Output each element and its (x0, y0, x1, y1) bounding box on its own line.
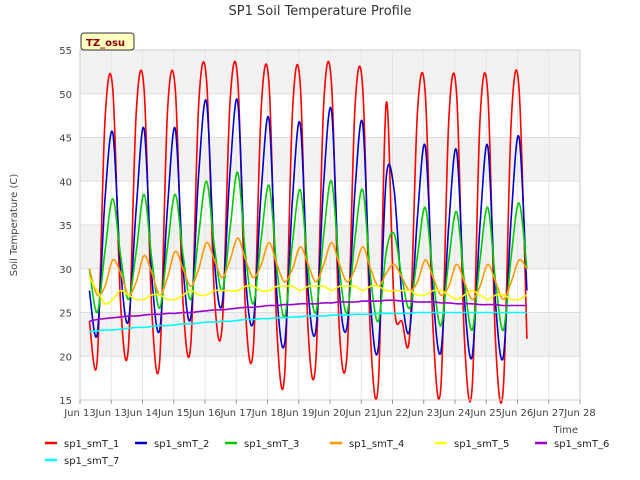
y-tick-label: 45 (59, 134, 72, 145)
y-tick-label: 20 (59, 352, 72, 363)
series-line-sp1_smT_4 (88, 237, 528, 301)
y-tick-label: 55 (59, 46, 72, 57)
y-tick-label: 15 (59, 396, 72, 407)
y-tick-label: 40 (59, 177, 72, 188)
x-tick-label: Jun 18 (251, 408, 284, 419)
legend-label: sp1_smT_3 (244, 439, 299, 450)
series-line-sp1_smT_5 (88, 277, 528, 305)
x-tick-label: Jun 16 (188, 408, 221, 419)
x-tick-label: Jun 25 (469, 408, 502, 419)
series-layer (88, 60, 528, 404)
x-tick-label: Jun 14 (126, 408, 159, 419)
x-tick-label: Jun 17 (219, 408, 252, 419)
x-tick-label: Jun 20 (313, 408, 346, 419)
x-tick-label: Jun 13 (94, 408, 127, 419)
series-line-sp1_smT_3 (88, 171, 528, 331)
x-tick-label: Jun 23 (407, 408, 440, 419)
legend-label: sp1_smT_7 (64, 456, 119, 467)
y-tick-label: 25 (59, 309, 72, 320)
x-tick-label: Jun 26 (501, 408, 534, 419)
series-line-sp1_smT_2 (88, 98, 528, 361)
x-tick-label: Jun 19 (282, 408, 315, 419)
x-axis-ticks: Jun 13 Jun 13 Jun 14 Jun 15 Jun 16 Jun 17 Jun … (63, 400, 596, 419)
y-axis-ticks: 15 20 25 30 35 40 45 50 55 (59, 46, 72, 407)
x-axis-label: Time (553, 425, 578, 436)
x-tick-label: Jun 27 (532, 408, 565, 419)
legend-label: sp1_smT_1 (64, 439, 119, 450)
timezone-annotation: TZ_osu (80, 32, 135, 51)
y-axis-label: Soil Temperature (C) (9, 174, 20, 277)
series-line-sp1_smT_1 (88, 60, 528, 404)
legend: sp1_smT_1 sp1_smT_2 sp1_smT_3 sp1_smT_4 sp1_… (45, 439, 609, 467)
x-tick-label: Jun 24 (438, 408, 471, 419)
chart-title: SP1 Soil Temperature Profile (229, 4, 412, 19)
x-tick-label: Jun 28 (563, 408, 596, 419)
legend-label: sp1_smT_6 (554, 439, 609, 450)
legend-label: sp1_smT_5 (454, 439, 509, 450)
x-tick-label: Jun 15 (157, 408, 190, 419)
legend-label: sp1_smT_4 (349, 439, 404, 450)
timezone-annotation-box (80, 32, 135, 51)
series-line-sp1_smT_7 (89, 311, 527, 333)
legend-label: sp1_smT_2 (154, 439, 209, 450)
y-tick-label: 35 (59, 221, 72, 232)
x-tick-label: Jun 22 (376, 408, 409, 419)
y-tick-label: 50 (59, 90, 72, 101)
timezone-annotation-text: TZ_osu (86, 38, 125, 49)
y-tick-label: 30 (59, 265, 72, 276)
x-tick-label: Jun 21 (344, 408, 377, 419)
x-tick-label: Jun 13 (63, 408, 96, 419)
series-line-sp1_smT_6 (89, 299, 527, 323)
